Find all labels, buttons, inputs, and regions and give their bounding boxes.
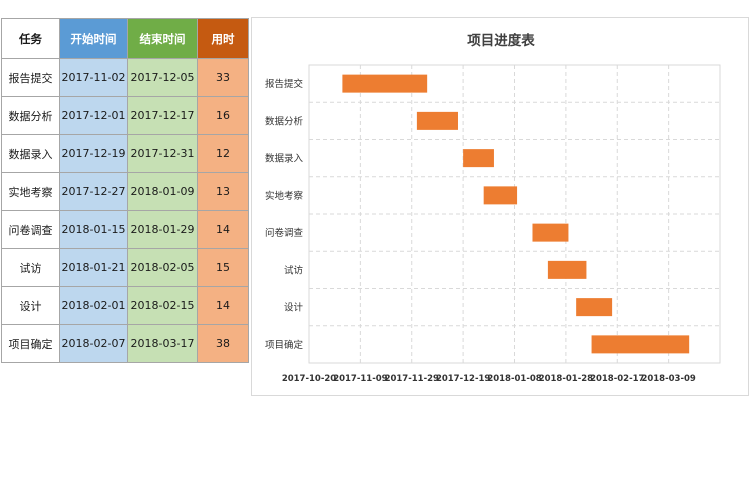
x-tick-label: 2017-10-20 [282, 374, 336, 384]
x-tick-label: 2017-11-09 [333, 374, 387, 384]
cell-start: 2018-01-15 [59, 210, 128, 249]
table-row: 设计 2018-02-01 2018-02-15 14 [1, 286, 249, 325]
cell-task: 数据录入 [1, 134, 60, 173]
cell-end: 2017-12-05 [127, 58, 198, 97]
cell-task: 试访 [1, 248, 60, 287]
cell-start: 2018-02-07 [59, 324, 128, 363]
cell-start: 2018-01-21 [59, 248, 128, 287]
cell-end: 2017-12-31 [127, 134, 198, 173]
x-tick-label: 2017-12-19 [436, 374, 490, 384]
table-row: 数据录入 2017-12-19 2017-12-31 12 [1, 134, 249, 173]
category-label: 问卷调查 [265, 227, 304, 239]
table-row: 问卷调查 2018-01-15 2018-01-29 14 [1, 210, 249, 249]
gantt-bars [342, 74, 690, 354]
x-tick-label: 2018-01-28 [539, 374, 593, 384]
category-label: 项目确定 [265, 339, 304, 351]
table-header-row: 任务 开始时间 结束时间 用时 [1, 18, 249, 59]
grid-lines [308, 65, 720, 363]
cell-task: 项目确定 [1, 324, 60, 363]
gantt-bar [576, 298, 613, 317]
gantt-bar [416, 111, 458, 130]
cell-days: 16 [197, 96, 249, 135]
table-row: 试访 2018-01-21 2018-02-05 15 [1, 248, 249, 287]
header-task: 任务 [1, 18, 60, 59]
category-label: 设计 [284, 302, 304, 314]
x-tick-label: 2018-02-17 [590, 374, 644, 384]
cell-end: 2018-01-29 [127, 210, 198, 249]
cell-end: 2018-03-17 [127, 324, 198, 363]
cell-task: 数据分析 [1, 96, 60, 135]
cell-start: 2018-02-01 [59, 286, 128, 325]
cell-end: 2018-02-15 [127, 286, 198, 325]
category-label: 试访 [284, 264, 304, 276]
cell-end: 2017-12-17 [127, 96, 198, 135]
category-label: 数据录入 [265, 153, 304, 165]
cell-days: 14 [197, 210, 249, 249]
x-tick-label: 2018-01-08 [487, 374, 541, 384]
table-row: 项目确定 2018-02-07 2018-03-17 38 [1, 324, 249, 363]
x-tick-label: 2018-03-09 [641, 374, 695, 384]
category-label: 报告提交 [265, 78, 304, 90]
cell-task: 设计 [1, 286, 60, 325]
gantt-bar [591, 335, 690, 354]
cell-days: 38 [197, 324, 249, 363]
cell-start: 2017-12-01 [59, 96, 128, 135]
cell-days: 12 [197, 134, 249, 173]
table-row: 实地考察 2017-12-27 2018-01-09 13 [1, 172, 249, 211]
cell-task: 实地考察 [1, 172, 60, 211]
header-days: 用时 [197, 18, 249, 59]
header-end: 结束时间 [127, 18, 198, 59]
cell-days: 33 [197, 58, 249, 97]
x-tick-labels: 2017-10-202017-11-092017-11-292017-12-19… [282, 374, 696, 384]
gantt-chart-panel: 项目进度表 报告提交数据分析数据录入实地考察问卷调查试访设计项目确定 2017-… [251, 17, 749, 396]
table-row: 报告提交 2017-11-02 2017-12-05 33 [1, 58, 249, 97]
cell-start: 2017-12-19 [59, 134, 128, 173]
cell-end: 2018-01-09 [127, 172, 198, 211]
gantt-bar [547, 260, 587, 279]
gantt-bar [532, 223, 569, 242]
gantt-bar [483, 186, 518, 205]
cell-start: 2017-11-02 [59, 58, 128, 97]
cell-end: 2018-02-05 [127, 248, 198, 287]
cell-start: 2017-12-27 [59, 172, 128, 211]
gantt-bar [463, 149, 494, 168]
cell-days: 13 [197, 172, 249, 211]
cell-task: 问卷调查 [1, 210, 60, 249]
gantt-bar [342, 74, 428, 93]
category-label: 数据分析 [265, 115, 304, 127]
chart-title: 项目进度表 [467, 32, 535, 49]
cell-days: 14 [197, 286, 249, 325]
category-label: 实地考察 [265, 190, 304, 202]
cell-days: 15 [197, 248, 249, 287]
plot-area-frame [308, 64, 721, 364]
x-tick-label: 2017-11-29 [385, 374, 439, 384]
header-start: 开始时间 [59, 18, 128, 59]
task-table: 任务 开始时间 结束时间 用时 报告提交 2017-11-02 2017-12-… [1, 18, 249, 363]
table-row: 数据分析 2017-12-01 2017-12-17 16 [1, 96, 249, 135]
cell-task: 报告提交 [1, 58, 60, 97]
